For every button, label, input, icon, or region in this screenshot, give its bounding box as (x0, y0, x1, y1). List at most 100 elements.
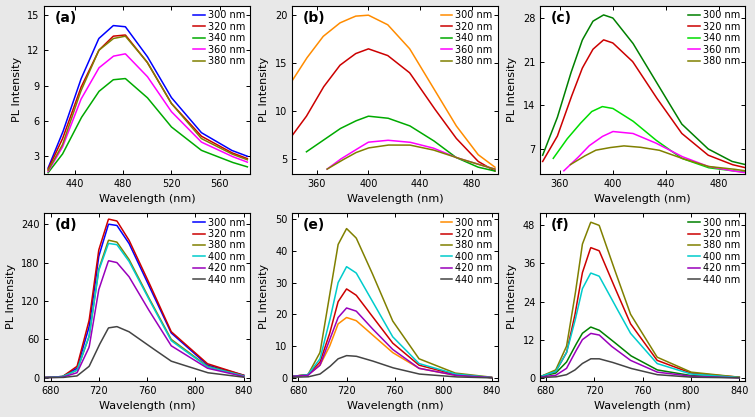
420 nm (166, 342, 175, 347)
380 nm (602, 243, 611, 248)
Legend: 300 nm, 320 nm, 340 nm, 360 nm, 380 nm: 300 nm, 320 nm, 340 nm, 360 nm, 380 nm (686, 8, 742, 68)
340 nm (169, 126, 178, 131)
420 nm (537, 374, 546, 379)
Line: 320 nm: 320 nm (292, 49, 495, 171)
380 nm (566, 162, 575, 167)
440 nm (602, 358, 611, 363)
420 nm (354, 311, 363, 316)
300 nm (662, 369, 671, 374)
360 nm (169, 112, 178, 117)
380 nm (239, 373, 248, 378)
380 nm (354, 241, 363, 246)
Line: 360 nm: 360 nm (48, 54, 248, 171)
440 nm (42, 375, 51, 380)
300 nm (166, 329, 175, 334)
400 nm (433, 367, 442, 372)
Line: 320 nm: 320 nm (541, 248, 739, 377)
300 nm (67, 103, 76, 108)
320 nm (666, 115, 675, 120)
Text: (b): (b) (303, 10, 325, 25)
380 nm (619, 143, 628, 148)
440 nm (537, 375, 546, 380)
300 nm (106, 222, 116, 227)
Line: 340 nm: 340 nm (48, 78, 248, 173)
320 nm (65, 369, 74, 374)
340 nm (188, 141, 197, 146)
360 nm (44, 169, 53, 174)
400 nm (185, 351, 194, 356)
420 nm (65, 372, 74, 377)
380 nm (741, 168, 750, 173)
320 nm (680, 368, 689, 373)
380 nm (636, 145, 645, 150)
320 nm (368, 48, 378, 53)
320 nm (599, 38, 608, 43)
440 nm (433, 373, 442, 378)
300 nm (368, 332, 377, 337)
300 nm (186, 347, 195, 352)
400 nm (42, 375, 51, 380)
380 nm (243, 157, 252, 162)
380 nm (313, 355, 322, 360)
400 nm (65, 371, 74, 376)
320 nm (416, 85, 425, 90)
320 nm (662, 361, 671, 366)
320 nm (288, 133, 297, 138)
440 nm (342, 353, 351, 358)
380 nm (624, 144, 633, 149)
320 nm (602, 265, 611, 270)
400 nm (342, 264, 351, 269)
440 nm (185, 364, 194, 369)
420 nm (681, 373, 690, 378)
300 nm (538, 153, 547, 158)
320 nm (741, 165, 750, 170)
400 nm (166, 337, 175, 342)
440 nm (487, 375, 496, 380)
X-axis label: Wavelength (nm): Wavelength (nm) (594, 402, 691, 412)
Line: 420 nm: 420 nm (294, 308, 492, 377)
400 nm (681, 370, 690, 375)
360 nm (109, 54, 118, 59)
360 nm (619, 130, 628, 135)
320 nm (166, 328, 175, 333)
320 nm (491, 168, 500, 173)
440 nm (313, 372, 322, 377)
360 nm (121, 51, 130, 56)
340 nm (121, 76, 130, 81)
Line: 380 nm: 380 nm (541, 222, 739, 377)
300 nm (599, 13, 608, 18)
380 nm (343, 155, 352, 160)
380 nm (676, 156, 686, 161)
320 nm (435, 113, 444, 118)
320 nm (619, 50, 628, 55)
Text: (f): (f) (550, 218, 569, 232)
360 nm (491, 167, 500, 172)
320 nm (120, 231, 129, 236)
400 nm (602, 287, 611, 292)
440 nm (65, 374, 74, 379)
320 nm (538, 159, 547, 164)
300 nm (560, 361, 569, 366)
320 nm (433, 367, 442, 372)
360 nm (609, 129, 618, 134)
440 nm (680, 374, 689, 379)
320 nm (121, 33, 130, 38)
320 nm (109, 34, 118, 39)
420 nm (735, 375, 744, 380)
320 nm (681, 369, 690, 374)
Text: (a): (a) (54, 10, 77, 25)
400 nm (186, 352, 195, 357)
Line: 320 nm: 320 nm (48, 35, 248, 169)
320 nm (169, 104, 178, 109)
Line: 300 nm: 300 nm (541, 327, 739, 377)
300 nm (537, 374, 546, 379)
Line: 420 nm: 420 nm (541, 334, 739, 378)
320 nm (106, 217, 116, 222)
Line: 380 nm: 380 nm (294, 229, 492, 377)
440 nm (560, 372, 569, 377)
320 nm (123, 35, 132, 40)
380 nm (662, 359, 671, 364)
440 nm (735, 375, 744, 380)
360 nm (674, 152, 683, 157)
320 nm (104, 216, 113, 221)
